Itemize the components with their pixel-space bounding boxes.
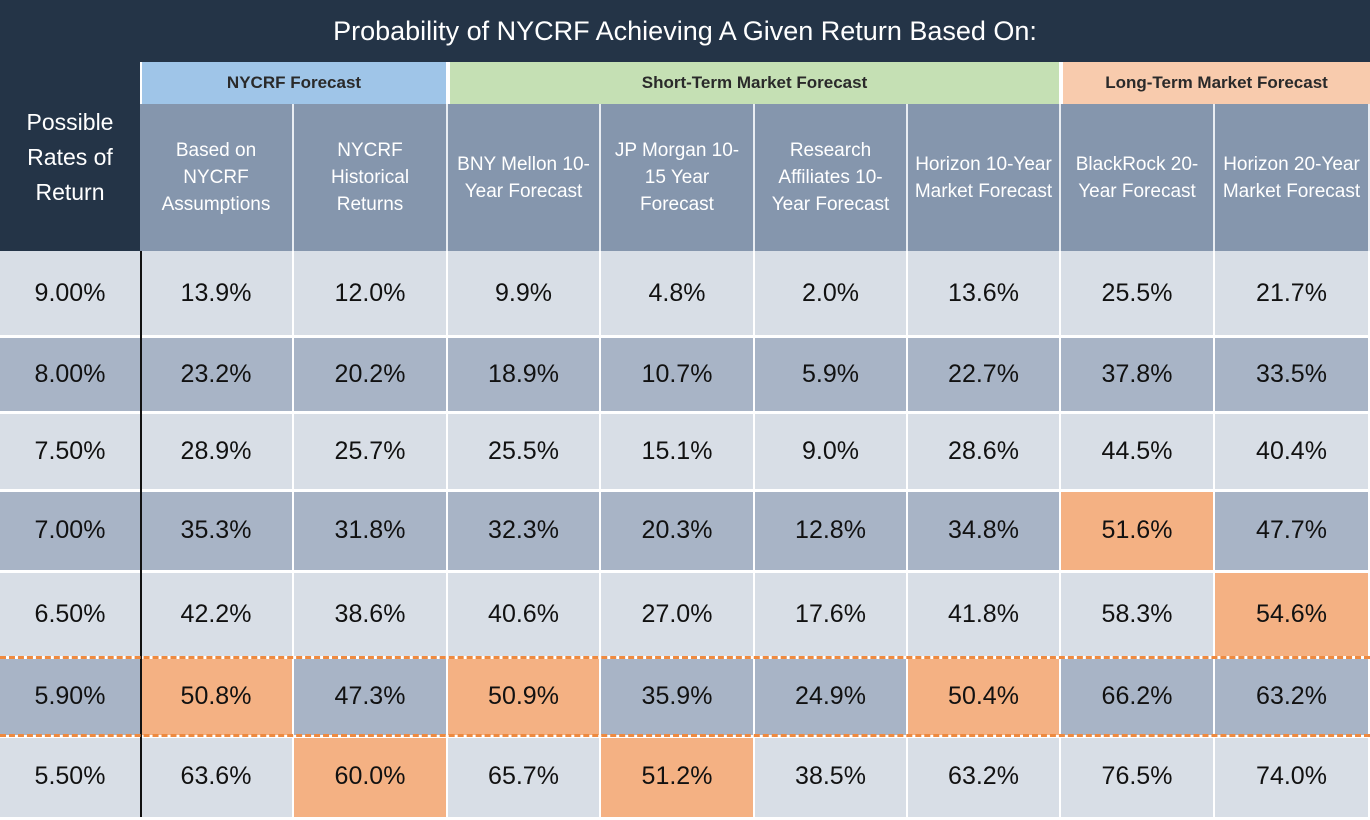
value-cell: 4.8% — [601, 251, 755, 336]
value-cell: 28.6% — [908, 412, 1061, 490]
value-cell: 63.2% — [1215, 657, 1370, 736]
value-cell: 40.4% — [1215, 412, 1370, 490]
value-cell: 33.5% — [1215, 336, 1370, 412]
value-cell: 34.8% — [908, 490, 1061, 571]
rate-cell: 6.50% — [0, 571, 140, 657]
value-cell: 51.6% — [1061, 490, 1215, 571]
value-cell: 42.2% — [140, 571, 294, 657]
rate-cell: 7.00% — [0, 490, 140, 571]
value-cell: 35.9% — [601, 657, 755, 736]
value-cell: 65.7% — [448, 736, 601, 817]
row-separator — [0, 570, 1370, 573]
value-cell: 25.7% — [294, 412, 448, 490]
value-cell: 13.9% — [140, 251, 294, 336]
value-cell: 40.6% — [448, 571, 601, 657]
value-cell: 15.1% — [601, 412, 755, 490]
value-cell: 12.8% — [755, 490, 908, 571]
value-cell: 50.8% — [140, 657, 294, 736]
value-cell: 37.8% — [1061, 336, 1215, 412]
value-cell: 25.5% — [1061, 251, 1215, 336]
value-cell: 12.0% — [294, 251, 448, 336]
column-header: BNY Mellon 10-Year Forecast — [448, 104, 601, 251]
row-separator — [0, 411, 1370, 414]
value-cell: 32.3% — [448, 490, 601, 571]
row-header-label: Possible Rates of Return — [0, 62, 140, 252]
column-header: Horizon 10-Year Market Forecast — [908, 104, 1061, 251]
rate-cell: 9.00% — [0, 251, 140, 336]
rate-cell: 8.00% — [0, 336, 140, 412]
value-cell: 17.6% — [755, 571, 908, 657]
value-cell: 18.9% — [448, 336, 601, 412]
table-title: Probability of NYCRF Achieving A Given R… — [0, 0, 1370, 62]
rate-column-divider — [140, 251, 142, 817]
value-cell: 74.0% — [1215, 736, 1370, 817]
value-cell: 23.2% — [140, 336, 294, 412]
value-cell: 24.9% — [755, 657, 908, 736]
value-cell: 54.6% — [1215, 571, 1370, 657]
value-cell: 44.5% — [1061, 412, 1215, 490]
value-cell: 20.3% — [601, 490, 755, 571]
value-cell: 13.6% — [908, 251, 1061, 336]
value-cell: 10.7% — [601, 336, 755, 412]
value-cell: 21.7% — [1215, 251, 1370, 336]
value-cell: 35.3% — [140, 490, 294, 571]
value-cell: 66.2% — [1061, 657, 1215, 736]
value-cell: 9.0% — [755, 412, 908, 490]
group-header: Long-Term Market Forecast — [1063, 62, 1370, 104]
value-cell: 58.3% — [1061, 571, 1215, 657]
row-separator — [0, 335, 1370, 338]
dashed-row-border — [0, 656, 1370, 659]
value-cell: 63.2% — [908, 736, 1061, 817]
value-cell: 20.2% — [294, 336, 448, 412]
value-cell: 27.0% — [601, 571, 755, 657]
value-cell: 47.7% — [1215, 490, 1370, 571]
row-separator — [0, 489, 1370, 492]
column-header: NYCRF Historical Returns — [294, 104, 448, 251]
column-header: BlackRock 20-Year Forecast — [1061, 104, 1215, 251]
column-header: Research Affiliates 10-Year Forecast — [755, 104, 908, 251]
value-cell: 41.8% — [908, 571, 1061, 657]
column-header: Based on NYCRF Assumptions — [140, 104, 294, 251]
rate-cell: 5.90% — [0, 657, 140, 736]
value-cell: 9.9% — [448, 251, 601, 336]
group-header: Short-Term Market Forecast — [450, 62, 1059, 104]
group-header: NYCRF Forecast — [142, 62, 446, 104]
rate-cell: 7.50% — [0, 412, 140, 490]
rate-cell: 5.50% — [0, 736, 140, 817]
column-header: JP Morgan 10-15 Year Forecast — [601, 104, 755, 251]
value-cell: 63.6% — [140, 736, 294, 817]
value-cell: 47.3% — [294, 657, 448, 736]
value-cell: 38.5% — [755, 736, 908, 817]
value-cell: 51.2% — [601, 736, 755, 817]
value-cell: 22.7% — [908, 336, 1061, 412]
value-cell: 38.6% — [294, 571, 448, 657]
column-header: Horizon 20-Year Market Forecast — [1215, 104, 1370, 251]
value-cell: 50.4% — [908, 657, 1061, 736]
value-cell: 25.5% — [448, 412, 601, 490]
value-cell: 60.0% — [294, 736, 448, 817]
value-cell: 76.5% — [1061, 736, 1215, 817]
dashed-row-border — [0, 734, 1370, 737]
value-cell: 31.8% — [294, 490, 448, 571]
value-cell: 2.0% — [755, 251, 908, 336]
value-cell: 28.9% — [140, 412, 294, 490]
value-cell: 5.9% — [755, 336, 908, 412]
value-cell: 50.9% — [448, 657, 601, 736]
